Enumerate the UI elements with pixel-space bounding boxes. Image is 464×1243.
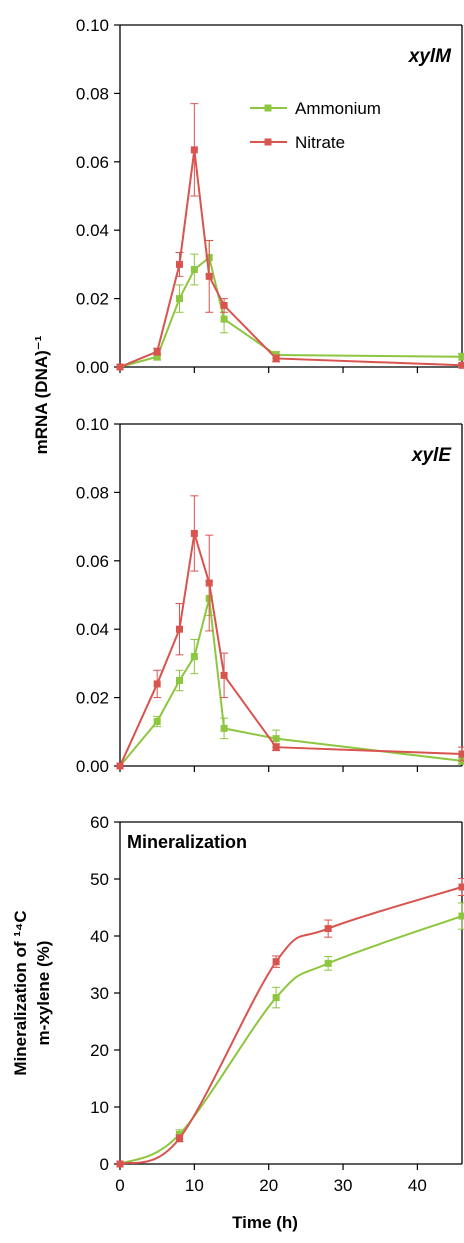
data-point-ammonium (325, 960, 332, 967)
data-point-nitrate (191, 146, 198, 153)
data-point-ammonium (221, 725, 228, 732)
y-tick-label: 40 (90, 927, 109, 946)
y-axis-label-mineralization-line-1: Mineralization of ¹⁴C (11, 910, 30, 1075)
x-tick-label: 0 (115, 1176, 124, 1195)
series-line-nitrate (120, 887, 462, 1164)
y-tick-label: 0.10 (76, 415, 109, 434)
panel-title: Mineralization (127, 832, 247, 852)
y-tick-label: 50 (90, 870, 109, 889)
data-point-nitrate (117, 763, 124, 770)
legend-label: Nitrate (295, 133, 345, 152)
x-tick-label: 40 (408, 1176, 427, 1195)
data-point-nitrate (273, 744, 280, 751)
y-tick-label: 0.06 (76, 552, 109, 571)
x-tick-label: 30 (334, 1176, 353, 1195)
data-point-nitrate (117, 364, 124, 371)
panel-1: 0.00 0.02 0.04 0.06 0.08 0.10 xylM Ammonium Nitr… (76, 16, 464, 377)
x-axis-label: Time (h) (232, 1213, 298, 1232)
data-point-nitrate (117, 1161, 124, 1168)
data-point-nitrate (273, 355, 280, 362)
data-point-nitrate (154, 348, 161, 355)
legend-marker (265, 139, 272, 146)
x-tick-label: 10 (185, 1176, 204, 1195)
series-nitrate (117, 878, 464, 1167)
panel-3: 0 10 20 30 40 50 60 0 10 20 30 40 Mineralization (90, 813, 464, 1195)
data-point-ammonium (191, 653, 198, 660)
y-tick-label: 20 (90, 1041, 109, 1060)
data-point-ammonium (154, 718, 161, 725)
series-nitrate (117, 104, 464, 371)
y-tick-label: 60 (90, 813, 109, 832)
y-tick-label: 0.08 (76, 483, 109, 502)
data-point-nitrate (459, 883, 464, 890)
y-tick-label: 0.10 (76, 16, 109, 35)
data-point-nitrate (176, 1135, 183, 1142)
series-line-ammonium (120, 916, 462, 1164)
data-point-ammonium (273, 735, 280, 742)
data-point-nitrate (176, 261, 183, 268)
data-point-nitrate (325, 925, 332, 932)
data-point-nitrate (154, 680, 161, 687)
series-ammonium (117, 581, 464, 769)
y-tick-label: 0.00 (76, 757, 109, 776)
y-tick-label: 0.04 (76, 221, 109, 240)
data-point-ammonium (459, 353, 464, 360)
data-point-ammonium (191, 266, 198, 273)
y-tick-label: 0.06 (76, 153, 109, 172)
data-point-nitrate (459, 751, 464, 758)
y-tick-label: 30 (90, 984, 109, 1003)
data-point-nitrate (191, 530, 198, 537)
data-point-ammonium (176, 677, 183, 684)
y-tick-label: 0 (100, 1155, 109, 1174)
series-nitrate (117, 496, 464, 770)
data-point-ammonium (273, 994, 280, 1001)
y-axis-label-mineralization-line-2: m-xylene (%) (34, 941, 53, 1046)
data-point-nitrate (176, 626, 183, 633)
series-line-nitrate (120, 150, 462, 367)
data-point-nitrate (221, 302, 228, 309)
y-tick-label: 10 (90, 1098, 109, 1117)
data-point-ammonium (221, 316, 228, 323)
y-tick-label: 0.00 (76, 358, 109, 377)
y-tick-label: 0.04 (76, 620, 109, 639)
y-tick-label: 0.02 (76, 689, 109, 708)
data-point-ammonium (459, 913, 464, 920)
panel-title: xylM (408, 46, 452, 67)
panel-title: xylE (411, 445, 452, 466)
series-line-ammonium (120, 598, 462, 766)
data-point-nitrate (221, 672, 228, 679)
x-tick-label: 20 (259, 1176, 278, 1195)
legend-marker (265, 105, 272, 112)
legend-label: Ammonium (295, 99, 381, 118)
series-line-ammonium (120, 258, 462, 367)
series-line-nitrate (120, 533, 462, 766)
y-tick-label: 0.08 (76, 84, 109, 103)
data-point-nitrate (273, 958, 280, 965)
data-point-nitrate (459, 362, 464, 369)
y-tick-label: 0.02 (76, 290, 109, 309)
data-point-ammonium (176, 295, 183, 302)
y-axis-label-mrna: mRNA (DNA)⁻¹ (32, 335, 51, 454)
panel-2: 0.00 0.02 0.04 0.06 0.08 0.10 xylE (76, 415, 464, 776)
data-point-nitrate (206, 580, 213, 587)
legend: Ammonium Nitrate (250, 99, 381, 152)
data-point-nitrate (206, 273, 213, 280)
